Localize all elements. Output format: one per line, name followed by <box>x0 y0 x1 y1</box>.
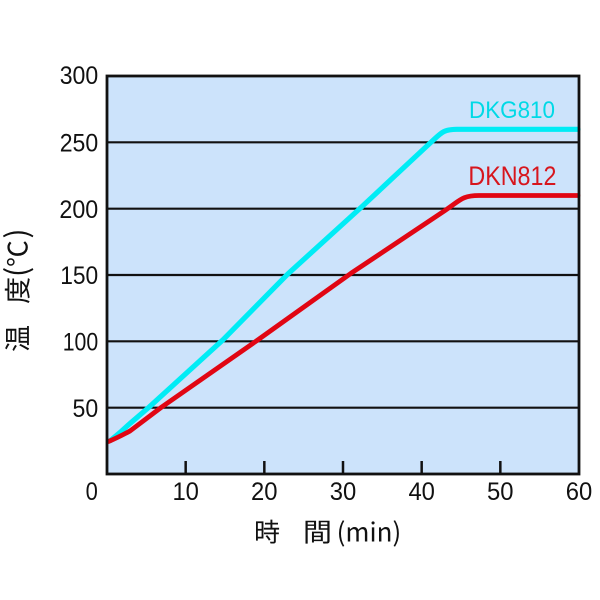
svg-text:150: 150 <box>60 262 98 290</box>
svg-text:30: 30 <box>330 478 357 506</box>
svg-text:50: 50 <box>73 395 99 423</box>
svg-text:10: 10 <box>172 478 199 506</box>
svg-text:250: 250 <box>60 129 99 157</box>
svg-text:50: 50 <box>487 478 514 506</box>
svg-text:DKG810: DKG810 <box>469 97 555 124</box>
svg-text:100: 100 <box>63 328 99 356</box>
svg-text:0: 0 <box>86 478 98 506</box>
svg-text:200: 200 <box>59 196 98 224</box>
svg-text:20: 20 <box>251 478 278 506</box>
svg-text:DKN812: DKN812 <box>468 161 556 191</box>
svg-text:60: 60 <box>566 478 593 506</box>
svg-text:40: 40 <box>408 478 435 506</box>
svg-text:300: 300 <box>60 62 99 90</box>
